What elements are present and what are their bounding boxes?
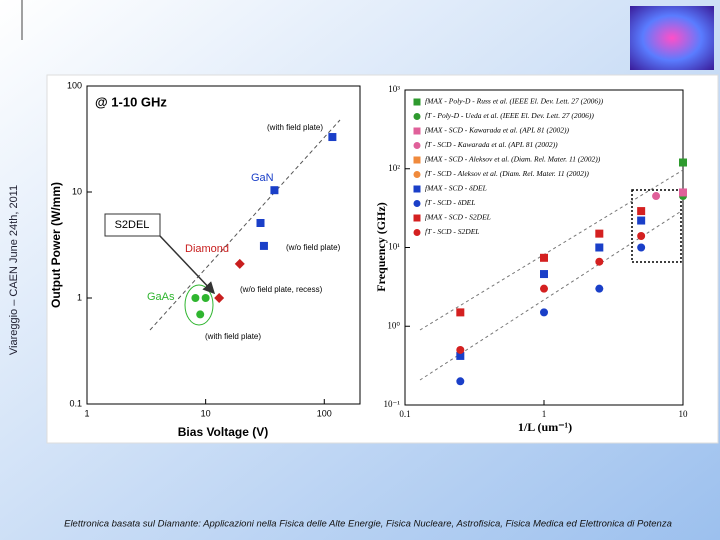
- annotation: @ 1-10 GHz: [95, 94, 167, 109]
- y-tick-label: 10: [72, 186, 82, 196]
- legend-label: fT - SCD - Kawarada et al. (APL 81 (2002…: [425, 140, 558, 149]
- plot-frame-right: [404, 89, 684, 406]
- point: [456, 308, 465, 317]
- side-text: Viareggio – CAEN June 24th, 2011: [8, 185, 20, 355]
- point: [679, 158, 687, 167]
- annotation: (w/o field plate, recess): [240, 285, 323, 294]
- point: [456, 351, 465, 360]
- point: [679, 188, 687, 197]
- logo: [630, 6, 714, 70]
- y-tick-label: 10⁻¹: [384, 399, 401, 409]
- x-axis-label: 1/L (um⁻¹): [518, 420, 572, 434]
- plot-frame-left: [86, 85, 361, 405]
- x-axis-label: Bias Voltage (V): [178, 425, 268, 439]
- legend-marker: [413, 185, 421, 193]
- gaas-group: [184, 284, 214, 326]
- legend-marker: [413, 229, 421, 236]
- annotation: S2DEL: [115, 219, 150, 231]
- annotation: (with field plate): [205, 332, 261, 341]
- legend-marker: [413, 171, 421, 178]
- point: [540, 284, 548, 293]
- legend-marker: [413, 98, 421, 106]
- point: [540, 308, 548, 317]
- point: [540, 270, 548, 279]
- y-axis-label: Frequency (GHz): [374, 202, 388, 291]
- y-tick-label: 1: [77, 292, 82, 302]
- point: [214, 293, 225, 303]
- footer: Elettronica basata sul Diamante: Applica…: [64, 519, 672, 530]
- highlight-box: [631, 189, 682, 263]
- arrow: [159, 235, 216, 295]
- y-axis-label: Output Power (W/mm): [49, 182, 63, 308]
- point: [595, 284, 604, 293]
- series-label: GaN: [251, 172, 274, 184]
- x-tick-label: 0.1: [399, 409, 410, 419]
- point: [191, 294, 200, 302]
- y-tick-label: 100: [67, 80, 82, 90]
- legend-marker: [413, 156, 421, 164]
- legend-label: fT - SCD - S2DEL: [425, 227, 479, 236]
- point: [456, 345, 465, 354]
- annotation: (w/o field plate): [286, 243, 341, 252]
- x-tick-label: 10: [679, 409, 689, 419]
- legend-label: fMAX - Poly-D - Russ et al. (IEEE El. De…: [425, 97, 604, 106]
- legend-marker: [413, 113, 421, 120]
- point: [637, 216, 646, 225]
- legend-marker: [413, 127, 421, 135]
- point: [637, 231, 646, 240]
- series-label: Diamond: [185, 243, 229, 255]
- point: [595, 243, 604, 252]
- point: [652, 192, 661, 201]
- y-tick-label: 10³: [388, 84, 400, 94]
- s2del-box: [104, 213, 161, 237]
- point: [201, 294, 210, 302]
- y-tick-label: 10²: [388, 163, 400, 173]
- legend-marker: [413, 142, 421, 149]
- legend-marker: [413, 200, 421, 207]
- y-tick-label: 0.1: [69, 398, 82, 408]
- y-tick-label: 10⁰: [387, 320, 400, 330]
- x-tick-label: 100: [317, 408, 332, 418]
- point: [637, 207, 646, 216]
- x-tick-label: 1: [542, 409, 547, 419]
- point: [259, 241, 268, 250]
- point: [328, 133, 337, 142]
- legend-label: fMAX - SCD - δDEL: [425, 184, 487, 193]
- legend-label: fMAX - SCD - Aleksov et al. (Diam. Rel. …: [425, 155, 601, 164]
- point: [196, 310, 205, 319]
- point: [234, 258, 245, 269]
- legend-label: fMAX - SCD - Kawarada et al. (APL 81 (20…: [425, 126, 570, 135]
- x-tick-label: 1: [84, 408, 89, 418]
- legend-marker: [413, 214, 421, 222]
- series-label: GaAs: [147, 291, 175, 303]
- point: [456, 377, 465, 386]
- legend-label: fT - SCD - δDEL: [425, 198, 475, 207]
- legend-label: fT - Poly-D - Ueda et al. (IEEE El. Dev.…: [425, 111, 594, 120]
- point: [595, 229, 604, 238]
- trend-line: [149, 119, 341, 331]
- point: [637, 243, 646, 252]
- point: [270, 186, 279, 195]
- legend-label: fT - SCD - Aleksov et al. (Diam. Rel. Ma…: [425, 169, 589, 178]
- annotation: (with field plate): [267, 123, 323, 132]
- point: [540, 253, 548, 262]
- point: [595, 257, 604, 266]
- legend-label: fMAX - SCD - S2DEL: [425, 213, 491, 222]
- x-tick-label: 10: [201, 408, 211, 418]
- point: [256, 218, 265, 227]
- y-tick-label: 10¹: [388, 242, 400, 252]
